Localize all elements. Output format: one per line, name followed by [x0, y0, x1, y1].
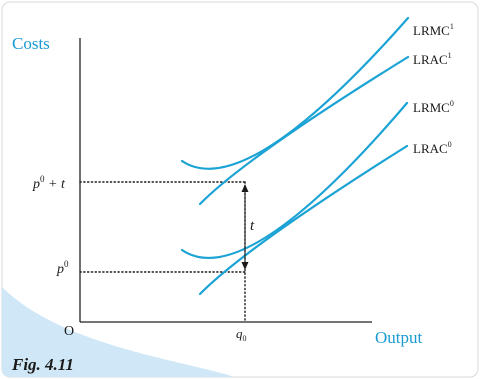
label-lrac-0: LRAC0: [413, 140, 452, 156]
figure-caption: Fig. 4.11: [11, 355, 74, 374]
label-lrac-1: LRAC1: [413, 51, 452, 67]
curve-lrac-1: [198, 55, 410, 206]
curve-lrac-0: [198, 144, 409, 296]
gap-label: t: [250, 218, 255, 234]
curve-lrmc-0: [180, 101, 409, 259]
x-axis-label: Output: [375, 328, 423, 347]
label-lrmc-0: LRMC0: [413, 99, 454, 115]
origin-label: O: [64, 324, 74, 339]
tick-price-plus-tax: p0 + t: [32, 174, 66, 192]
caption-wedge: [2, 287, 235, 377]
tick-price: p0: [56, 259, 69, 277]
arrowhead-down: [241, 262, 249, 270]
arrowhead-up: [241, 184, 249, 192]
y-axis-label: Costs: [12, 34, 50, 53]
label-lrmc-1: LRMC1: [413, 22, 454, 38]
tick-quantity: q0: [236, 326, 247, 343]
